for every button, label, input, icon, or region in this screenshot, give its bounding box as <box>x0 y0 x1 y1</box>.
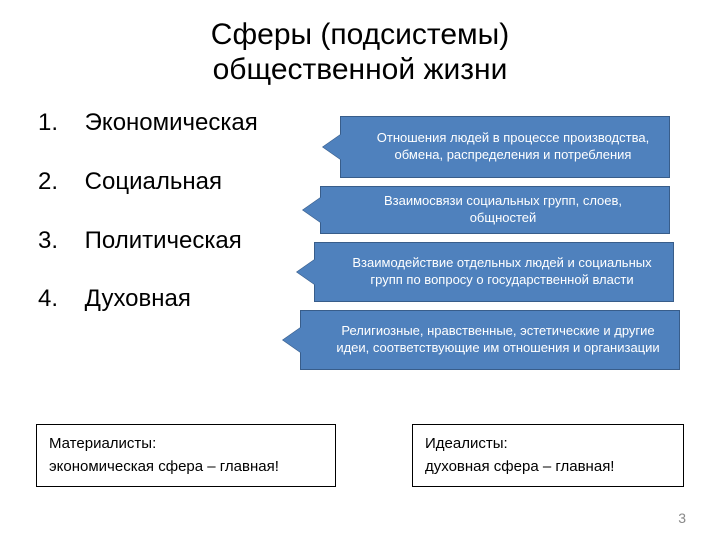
footer-box-left: Материалисты: экономическая сфера – глав… <box>36 424 336 487</box>
list-label: Политическая <box>85 227 242 254</box>
list-number: 3. <box>38 227 78 256</box>
footer-boxes: Материалисты: экономическая сфера – глав… <box>36 424 684 487</box>
list-label: Социальная <box>85 168 222 195</box>
slide-title: Сферы (подсистемы) общественной жизни <box>30 18 690 87</box>
list-number: 2. <box>38 168 78 197</box>
callout-1: Отношения людей в процессе производства,… <box>340 116 670 178</box>
callout-3: Взаимодействие отдельных людей и социаль… <box>314 242 674 302</box>
callout-2: Взаимосвязи социальных групп, слоев, общ… <box>320 186 670 234</box>
list-number: 4. <box>38 285 78 314</box>
footer-box-right: Идеалисты: духовная сфера – главная! <box>412 424 684 487</box>
list-number: 1. <box>38 109 78 138</box>
title-line1: Сферы (подсистемы) <box>211 18 509 51</box>
list-label: Экономическая <box>85 109 258 136</box>
footer-left-line2: экономическая сфера – главная! <box>49 456 323 479</box>
footer-right-line1: Идеалисты: <box>425 433 671 456</box>
footer-left-line1: Материалисты: <box>49 433 323 456</box>
callout-4: Религиозные, нравственные, эстетические … <box>300 310 680 370</box>
page-number: 3 <box>678 510 686 526</box>
title-line2: общественной жизни <box>213 53 508 86</box>
footer-right-line2: духовная сфера – главная! <box>425 456 671 479</box>
list-label: Духовная <box>85 285 191 312</box>
